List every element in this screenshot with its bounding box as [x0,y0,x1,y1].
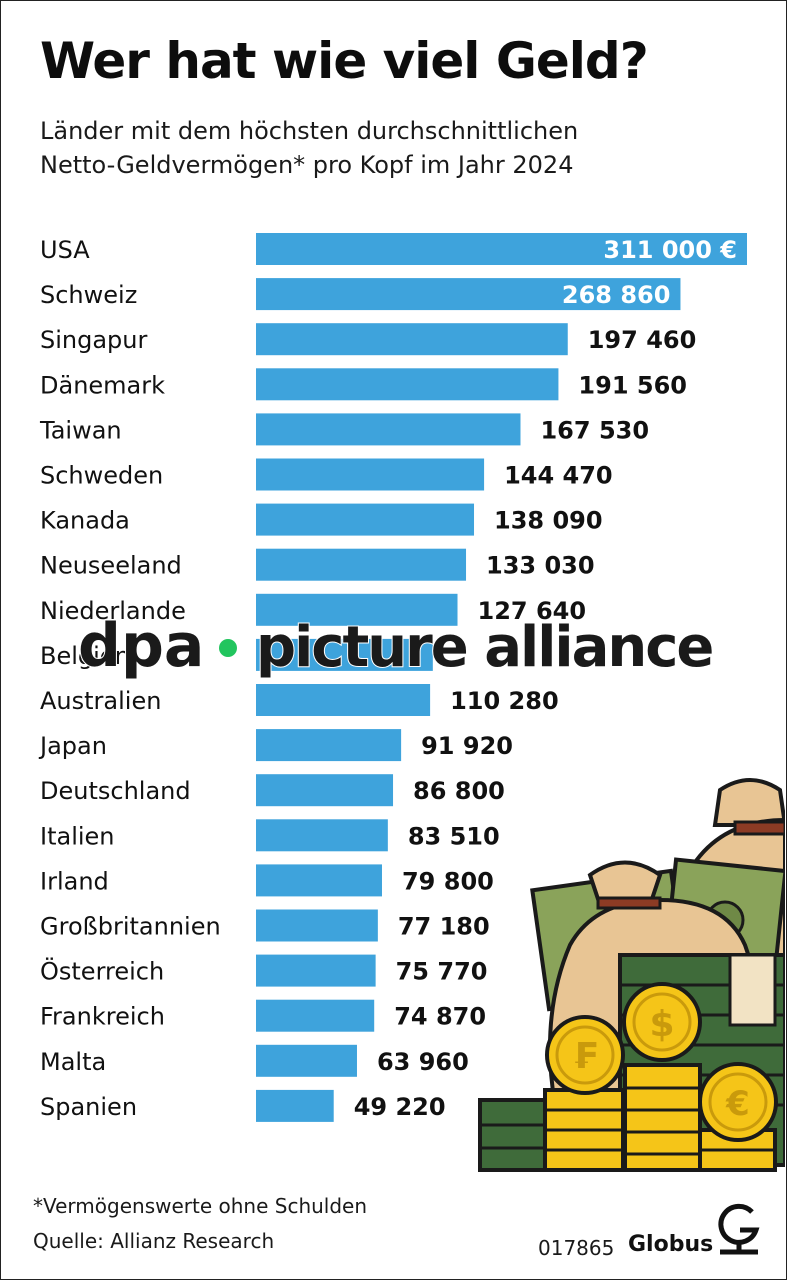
value-label: 133 030 [486,552,595,580]
source-note: Quelle: Allianz Research [33,1229,275,1253]
category-label: Japan [38,732,107,760]
value-label: 268 860 [562,281,671,309]
category-label: Singapur [40,326,148,354]
bar [256,864,382,897]
watermark-right: picture alliance [256,615,712,680]
category-label: Frankreich [40,1003,165,1031]
subtitle-line-2: Netto-Geldvermögen* pro Kopf im Jahr 202… [40,151,574,179]
bar [256,999,375,1032]
watermark-dot [219,639,237,657]
category-label: Neuseeland [40,552,182,580]
value-label: 75 770 [396,958,488,986]
bar [256,819,388,852]
watermark: dpa picture alliance [78,610,715,682]
euro-coin-icon: € [698,1062,778,1142]
chart-subtitle: Länder mit dem höchsten durchschnittlich… [40,114,740,182]
bar [256,593,458,626]
bar [256,1044,357,1077]
category-label: Belgien [40,642,130,670]
category-label: Österreich [40,957,164,986]
value-label: 191 560 [578,371,687,399]
bar [256,503,475,536]
category-label: Kanada [40,507,130,535]
subtitle-line-1: Länder mit dem höchsten durchschnittlich… [40,117,579,145]
category-label: Malta [40,1048,106,1076]
bar [256,638,433,671]
value-label: 74 870 [394,1003,486,1031]
svg-text:₣: ₣ [572,1036,597,1077]
bar [256,413,521,446]
category-label: Dänemark [40,371,165,399]
value-label: 167 530 [540,416,649,444]
category-label: USA [40,236,90,264]
category-label: Niederlande [40,597,186,625]
globus-logo-icon [718,1203,760,1255]
bar [256,684,431,716]
bar [256,368,559,401]
bar [256,1089,334,1122]
value-label: 197 460 [588,326,697,354]
category-label: Großbritannien [40,913,221,941]
graphic-code: 017865 [538,1236,615,1260]
bar [256,233,747,265]
category-label: Schweiz [40,281,137,309]
coin-stack [543,1063,777,1172]
svg-text:$: $ [649,1004,674,1045]
value-label: 49 220 [354,1093,446,1121]
category-label: Irland [40,867,109,895]
category-label: Italien [40,822,115,850]
svg-text:€: € [725,1084,750,1124]
bar [256,909,378,942]
bar [256,774,394,807]
value-label: 144 470 [504,462,613,490]
value-label: 79 800 [402,867,494,895]
bar [256,548,467,581]
value-label: 77 180 [398,913,490,941]
bar [256,729,402,762]
category-label: Australien [40,687,161,715]
brand-name: Globus [628,1232,714,1257]
category-label: Spanien [40,1093,137,1121]
value-label: 83 510 [408,822,500,850]
value-label: 127 640 [478,597,587,625]
value-label: 63 960 [377,1048,469,1076]
watermark-left: dpa [78,611,204,681]
value-label: 91 920 [421,732,513,760]
bar [256,278,681,311]
footnote: *Vermögenswerte ohne Schulden [33,1194,368,1218]
bar-chart: USA 311 000 € Schweiz 268 860 Singapur 197 46… [38,233,747,1122]
bar [256,458,485,491]
value-label: 86 800 [413,777,505,805]
bar [256,323,568,356]
money-illustration: ₣ $ € [478,778,785,1172]
value-label: 138 090 [494,507,603,535]
category-label: Deutschland [40,777,191,805]
category-label: Taiwan [39,416,122,444]
dollar-coin-icon: $ [622,982,702,1062]
category-label: Schweden [40,462,163,490]
value-label: 110 280 [450,687,559,715]
franc-coin-icon: ₣ [545,1015,625,1095]
bar [256,954,376,987]
value-label: 311 000 € [603,236,737,264]
chart-title: Wer hat wie viel Geld? [40,32,649,90]
